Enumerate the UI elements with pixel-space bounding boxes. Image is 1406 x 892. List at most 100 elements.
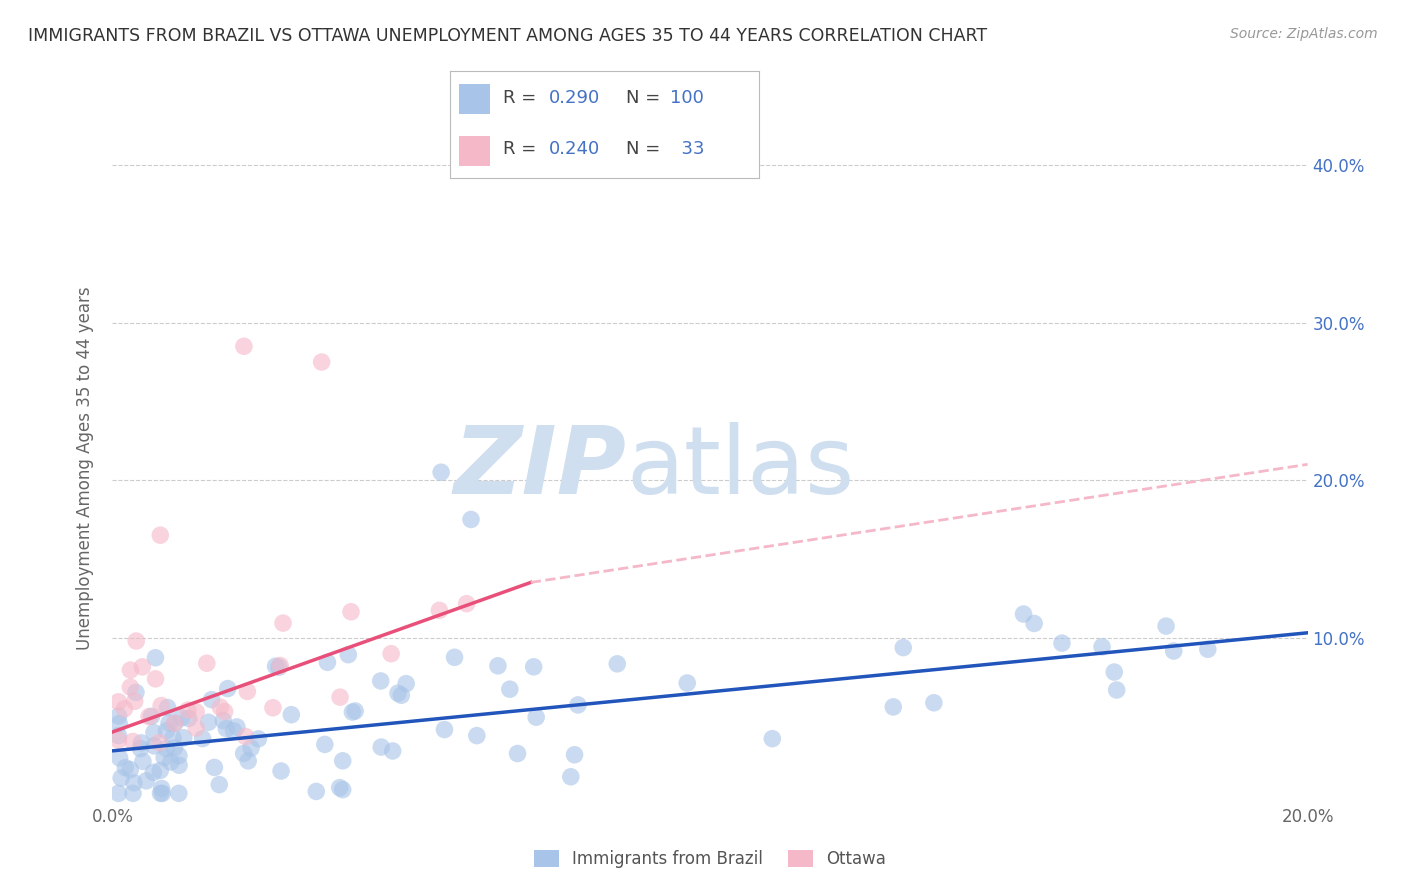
Text: 33: 33 <box>669 141 704 159</box>
Point <box>110 771 132 785</box>
Point <box>370 673 392 688</box>
Point <box>270 764 292 778</box>
Point <box>222 723 245 738</box>
Point <box>125 634 148 648</box>
Text: N =: N = <box>626 141 666 159</box>
Point <box>524 710 547 724</box>
Point <box>208 778 231 792</box>
Text: R =: R = <box>502 141 541 159</box>
Point <box>155 741 177 756</box>
Point <box>217 681 239 696</box>
Point <box>1163 644 1185 658</box>
Point <box>1050 636 1073 650</box>
Point <box>107 786 129 800</box>
Point <box>922 696 945 710</box>
Point <box>225 720 247 734</box>
Point <box>465 729 488 743</box>
Point <box>141 709 163 723</box>
Point <box>232 339 256 353</box>
Point <box>891 640 914 655</box>
Point <box>122 734 145 748</box>
Point <box>1154 619 1177 633</box>
Point <box>236 684 259 698</box>
Point <box>262 700 284 714</box>
Point <box>108 716 131 731</box>
Point <box>177 703 200 717</box>
Point <box>381 744 404 758</box>
Point <box>114 702 135 716</box>
Point <box>269 658 291 673</box>
Point <box>560 770 582 784</box>
Point <box>149 764 172 778</box>
Point <box>433 723 456 737</box>
Point <box>122 786 145 800</box>
Point <box>120 680 142 694</box>
Point <box>124 694 146 708</box>
Point <box>135 773 157 788</box>
Point <box>486 658 509 673</box>
Point <box>456 597 478 611</box>
Point <box>212 714 235 728</box>
Point <box>387 686 409 700</box>
Point <box>120 763 142 777</box>
Point <box>186 721 208 735</box>
Point <box>460 512 482 526</box>
Point <box>142 725 165 739</box>
Point <box>429 603 451 617</box>
Point <box>149 786 172 800</box>
Text: atlas: atlas <box>626 422 855 515</box>
Text: 0.290: 0.290 <box>548 89 600 107</box>
Point <box>197 715 219 730</box>
Point <box>882 699 904 714</box>
Point <box>157 716 180 731</box>
Point <box>163 716 186 731</box>
Point <box>209 700 232 714</box>
Point <box>163 716 186 731</box>
Point <box>606 657 628 671</box>
Point <box>131 660 153 674</box>
Point <box>107 733 129 747</box>
Point <box>316 655 339 669</box>
Point <box>443 650 465 665</box>
Point <box>108 751 131 765</box>
Point <box>143 739 166 753</box>
Point <box>145 672 167 686</box>
Point <box>125 685 148 699</box>
Point <box>177 711 200 725</box>
Point <box>191 731 214 746</box>
Point <box>1102 665 1125 679</box>
Point <box>1105 683 1128 698</box>
Point <box>129 741 152 756</box>
Point <box>389 688 412 702</box>
Text: Source: ZipAtlas.com: Source: ZipAtlas.com <box>1230 27 1378 41</box>
Point <box>1197 642 1219 657</box>
Point <box>340 605 363 619</box>
Point <box>195 657 218 671</box>
Point <box>148 736 170 750</box>
Point <box>1024 616 1046 631</box>
Point <box>150 786 173 800</box>
Point <box>159 755 181 769</box>
Point <box>499 682 522 697</box>
Point <box>167 748 190 763</box>
Point <box>344 704 367 718</box>
Bar <box>460 136 491 166</box>
Point <box>186 705 208 719</box>
Point <box>107 695 129 709</box>
Point <box>167 786 190 800</box>
Point <box>264 659 287 673</box>
Point <box>131 736 153 750</box>
Point <box>564 747 586 762</box>
Point <box>149 528 172 542</box>
Point <box>145 650 167 665</box>
Point <box>329 780 352 795</box>
Point <box>1091 640 1114 654</box>
Point <box>114 761 136 775</box>
Point <box>138 709 160 723</box>
Point <box>430 465 453 479</box>
Point <box>305 784 328 798</box>
Point <box>676 676 699 690</box>
Text: N =: N = <box>626 89 666 107</box>
Point <box>167 758 190 772</box>
Point <box>107 709 129 723</box>
